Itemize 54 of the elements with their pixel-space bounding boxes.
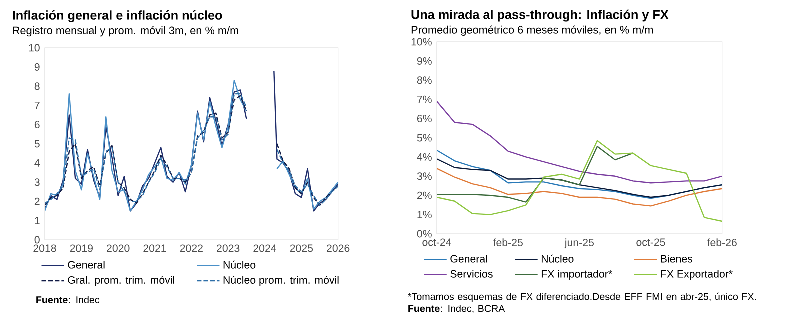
y-tick-label: 2% (417, 192, 432, 200)
y-tick-label: 1% (418, 211, 432, 219)
legend-label: Núcleo (542, 254, 574, 263)
legend-label: FX importador* (542, 270, 612, 280)
y-tick-label: 5 (34, 140, 40, 148)
y-tick-label: 9% (417, 57, 432, 65)
x-tick-label: 2020 (107, 244, 130, 252)
text: Fuente: Indec (36, 296, 100, 304)
y-tick-label: 6 (34, 121, 40, 129)
legend-label: Núcleo prom. trim. móvil (224, 276, 339, 286)
legend-label: Bienes (661, 254, 693, 263)
chart-title: Inflación general e inflación núcleo (13, 10, 222, 22)
x-tick-label: 2021 (144, 244, 166, 252)
y-tick-label: 8% (417, 76, 432, 84)
y-tick-label: 10% (412, 38, 432, 46)
y-tick-label: 8 (34, 82, 40, 90)
x-tick-label: oct-24 (422, 238, 452, 246)
y-tick-label: 6% (417, 115, 432, 123)
x-tick-label: 2024 (254, 244, 277, 252)
legend-label: Servicios (450, 270, 493, 278)
chart-title: Una mirada al pass-through: Inflación y FX (412, 10, 669, 22)
y-tick-label: 7 (34, 102, 40, 110)
chart-subtitle: Promedio geométrico 6 meses móviles, en % m/m (412, 26, 654, 36)
y-tick-label: 10 (29, 44, 40, 52)
x-tick-label: 2018 (34, 244, 56, 252)
x-tick-label: 2026 (327, 244, 350, 252)
y-tick-label: 0% (417, 230, 432, 238)
legend-label: FX Exportador* (661, 270, 733, 280)
text: *Tomamos esquemas de FX diferenciado.Desde EFF FMI en abr-25, único FX. Fuente: Indec, BCRA (408, 292, 756, 314)
legend-label: General (450, 254, 488, 263)
y-tick-label: 5% (417, 134, 432, 142)
x-tick-label: feb-26 (707, 238, 737, 246)
x-tick-label: jun-25 (564, 238, 594, 249)
y-tick-label: 0 (34, 236, 40, 244)
line-series (437, 140, 722, 222)
y-tick-label: 4% (417, 153, 432, 161)
y-tick-label: 9 (34, 63, 40, 71)
x-tick-label: 2019 (70, 244, 93, 252)
y-tick-label: 1 (35, 217, 40, 224)
x-tick-label: 2023 (217, 244, 240, 252)
y-tick-label: 7% (417, 96, 432, 104)
x-tick-label: feb-25 (493, 238, 523, 246)
line-series (437, 168, 722, 207)
legend-label: Gral. prom. trim. móvil (68, 276, 174, 286)
legend-label: General (68, 260, 105, 269)
legend-label: Núcleo (224, 260, 256, 269)
y-tick-label: 3% (417, 172, 432, 180)
y-tick-label: 4 (34, 160, 40, 167)
chart-subtitle: Registro mensual y prom. móvil 3m, en % m/m (13, 26, 238, 37)
x-tick-label: 2025 (290, 244, 314, 252)
x-tick-label: 2022 (180, 244, 203, 252)
y-tick-label: 3 (34, 178, 40, 186)
y-tick-label: 2 (34, 198, 40, 206)
x-tick-label: oct-25 (636, 238, 666, 246)
